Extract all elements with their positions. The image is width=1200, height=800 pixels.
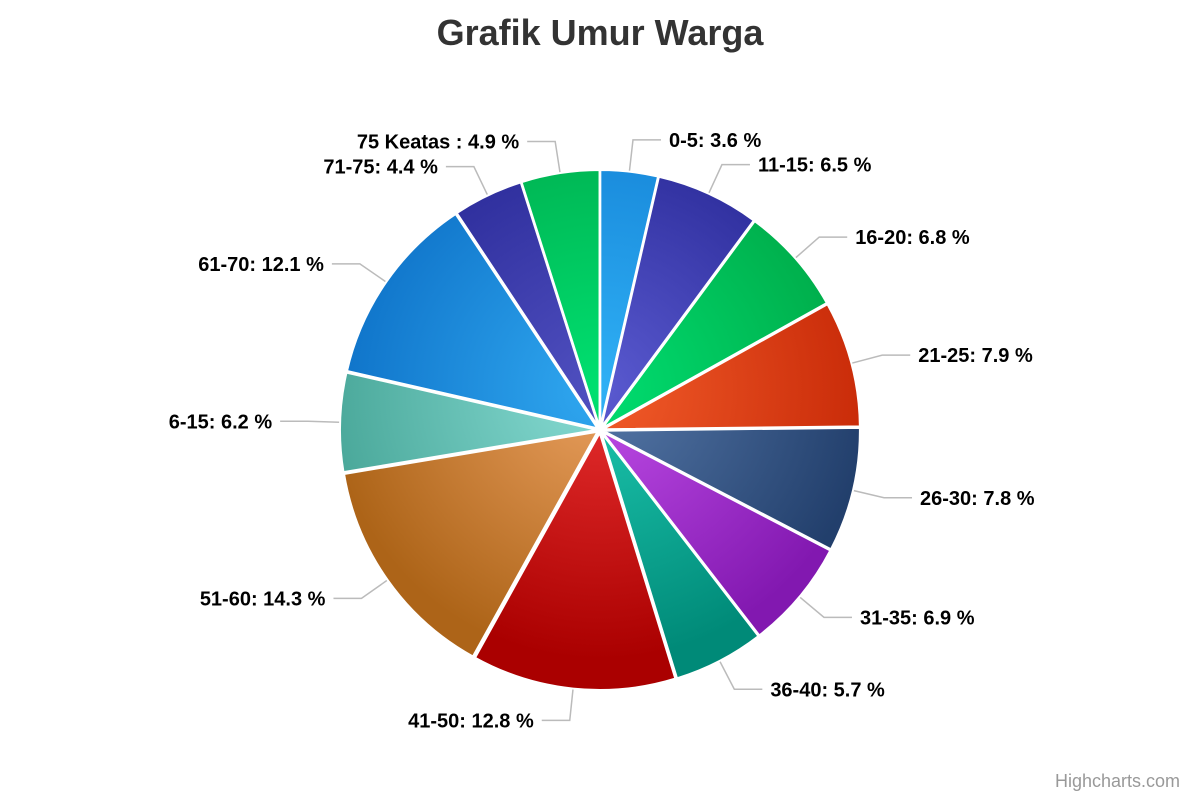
data-label-51-60: 51-60: 14.3 % [200,588,326,610]
pie-slices [339,169,861,691]
connector-31-35 [799,596,852,619]
connector-71-75 [445,165,488,195]
connector-16-20 [795,236,848,259]
connector-41-50 [541,689,574,722]
pie-slice-61-70[interactable] [345,212,600,430]
data-label-71-75: 71-75: 4.4 % [323,157,438,179]
data-label-21-25: 21-25: 7.9 % [918,345,1033,367]
data-label-75-keatas: 75 Keatas : 4.9 % [357,131,520,153]
chart-title: Grafik Umur Warga [436,12,764,53]
data-label-26-30: 26-30: 7.8 % [920,488,1035,510]
label-connectors [280,139,913,722]
connector-26-30 [853,489,913,499]
connector-75-keatas [527,140,561,173]
data-label-36-40: 36-40: 5.7 % [770,679,885,701]
pie-slice-26-30[interactable] [602,426,861,551]
connector-11-15 [708,163,750,194]
pie-slice-16-20[interactable] [601,219,829,429]
connector-6-15 [280,420,340,423]
pie-slice-36-40[interactable] [600,432,760,680]
data-label-41-50: 41-50: 12.8 % [408,710,534,732]
data-label-31-35: 31-35: 6.9 % [860,607,975,629]
pie-slice-31-35[interactable] [601,431,832,637]
data-label-6-15: 6-15: 6.2 % [169,411,273,433]
pie-slice-75-keatas[interactable] [520,169,601,428]
pie-slice-21-25[interactable] [602,302,861,431]
pie-slice-6-15[interactable] [339,371,598,474]
connector-21-25 [852,354,911,364]
data-label-61-70: 61-70: 12.1 % [198,254,324,276]
connector-36-40 [719,661,763,691]
connector-0-5 [628,139,661,171]
pie-slice-11-15[interactable] [600,175,756,428]
pie-slice-51-60[interactable] [342,430,600,658]
connector-51-60 [333,579,388,600]
connector-61-70 [331,263,386,283]
data-label-16-20: 16-20: 6.8 % [855,227,970,249]
data-labels: 0-5: 3.6 % 11-15: 6.5 % 16-20: 6.8 % 21-25:… [169,130,1035,733]
data-label-11-15: 11-15: 6.5 % [758,155,872,177]
pie-slice-41-50[interactable] [473,430,677,691]
credits-link[interactable]: Highcharts.com [1054,771,1180,791]
data-label-0-5: 0-5: 3.6 % [669,130,761,152]
